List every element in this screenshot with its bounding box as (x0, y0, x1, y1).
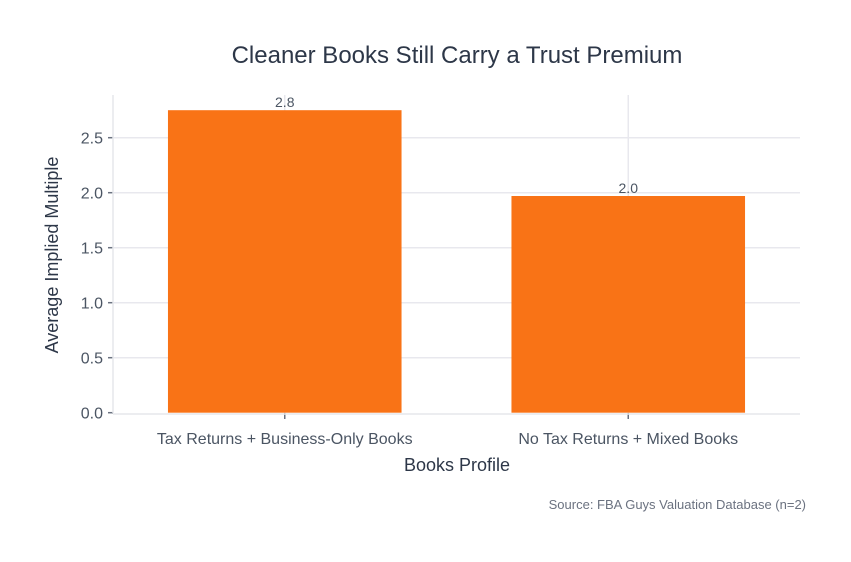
chart-title: Cleaner Books Still Carry a Trust Premiu… (232, 42, 683, 69)
y-tick-label: 2.5 (81, 131, 103, 148)
bar (167, 110, 402, 413)
y-tick-label: 0.5 (81, 351, 103, 368)
x-tick-label: No Tax Returns + Mixed Books (518, 431, 738, 448)
x-axis-label: Books Profile (404, 455, 510, 475)
bar (511, 196, 746, 413)
bar-data-label: 2.8 (275, 94, 295, 110)
y-tick-label: 0.0 (81, 406, 103, 423)
y-axis-label: Average Implied Multiple (42, 157, 62, 354)
y-tick-label: 1.0 (81, 296, 103, 313)
bar-data-label: 2.0 (619, 180, 639, 196)
y-tick-label: 2.0 (81, 186, 103, 203)
y-tick-label: 1.5 (81, 241, 103, 258)
x-tick-label: Tax Returns + Business-Only Books (157, 431, 413, 448)
source-note: Source: FBA Guys Valuation Database (n=2… (549, 497, 806, 512)
